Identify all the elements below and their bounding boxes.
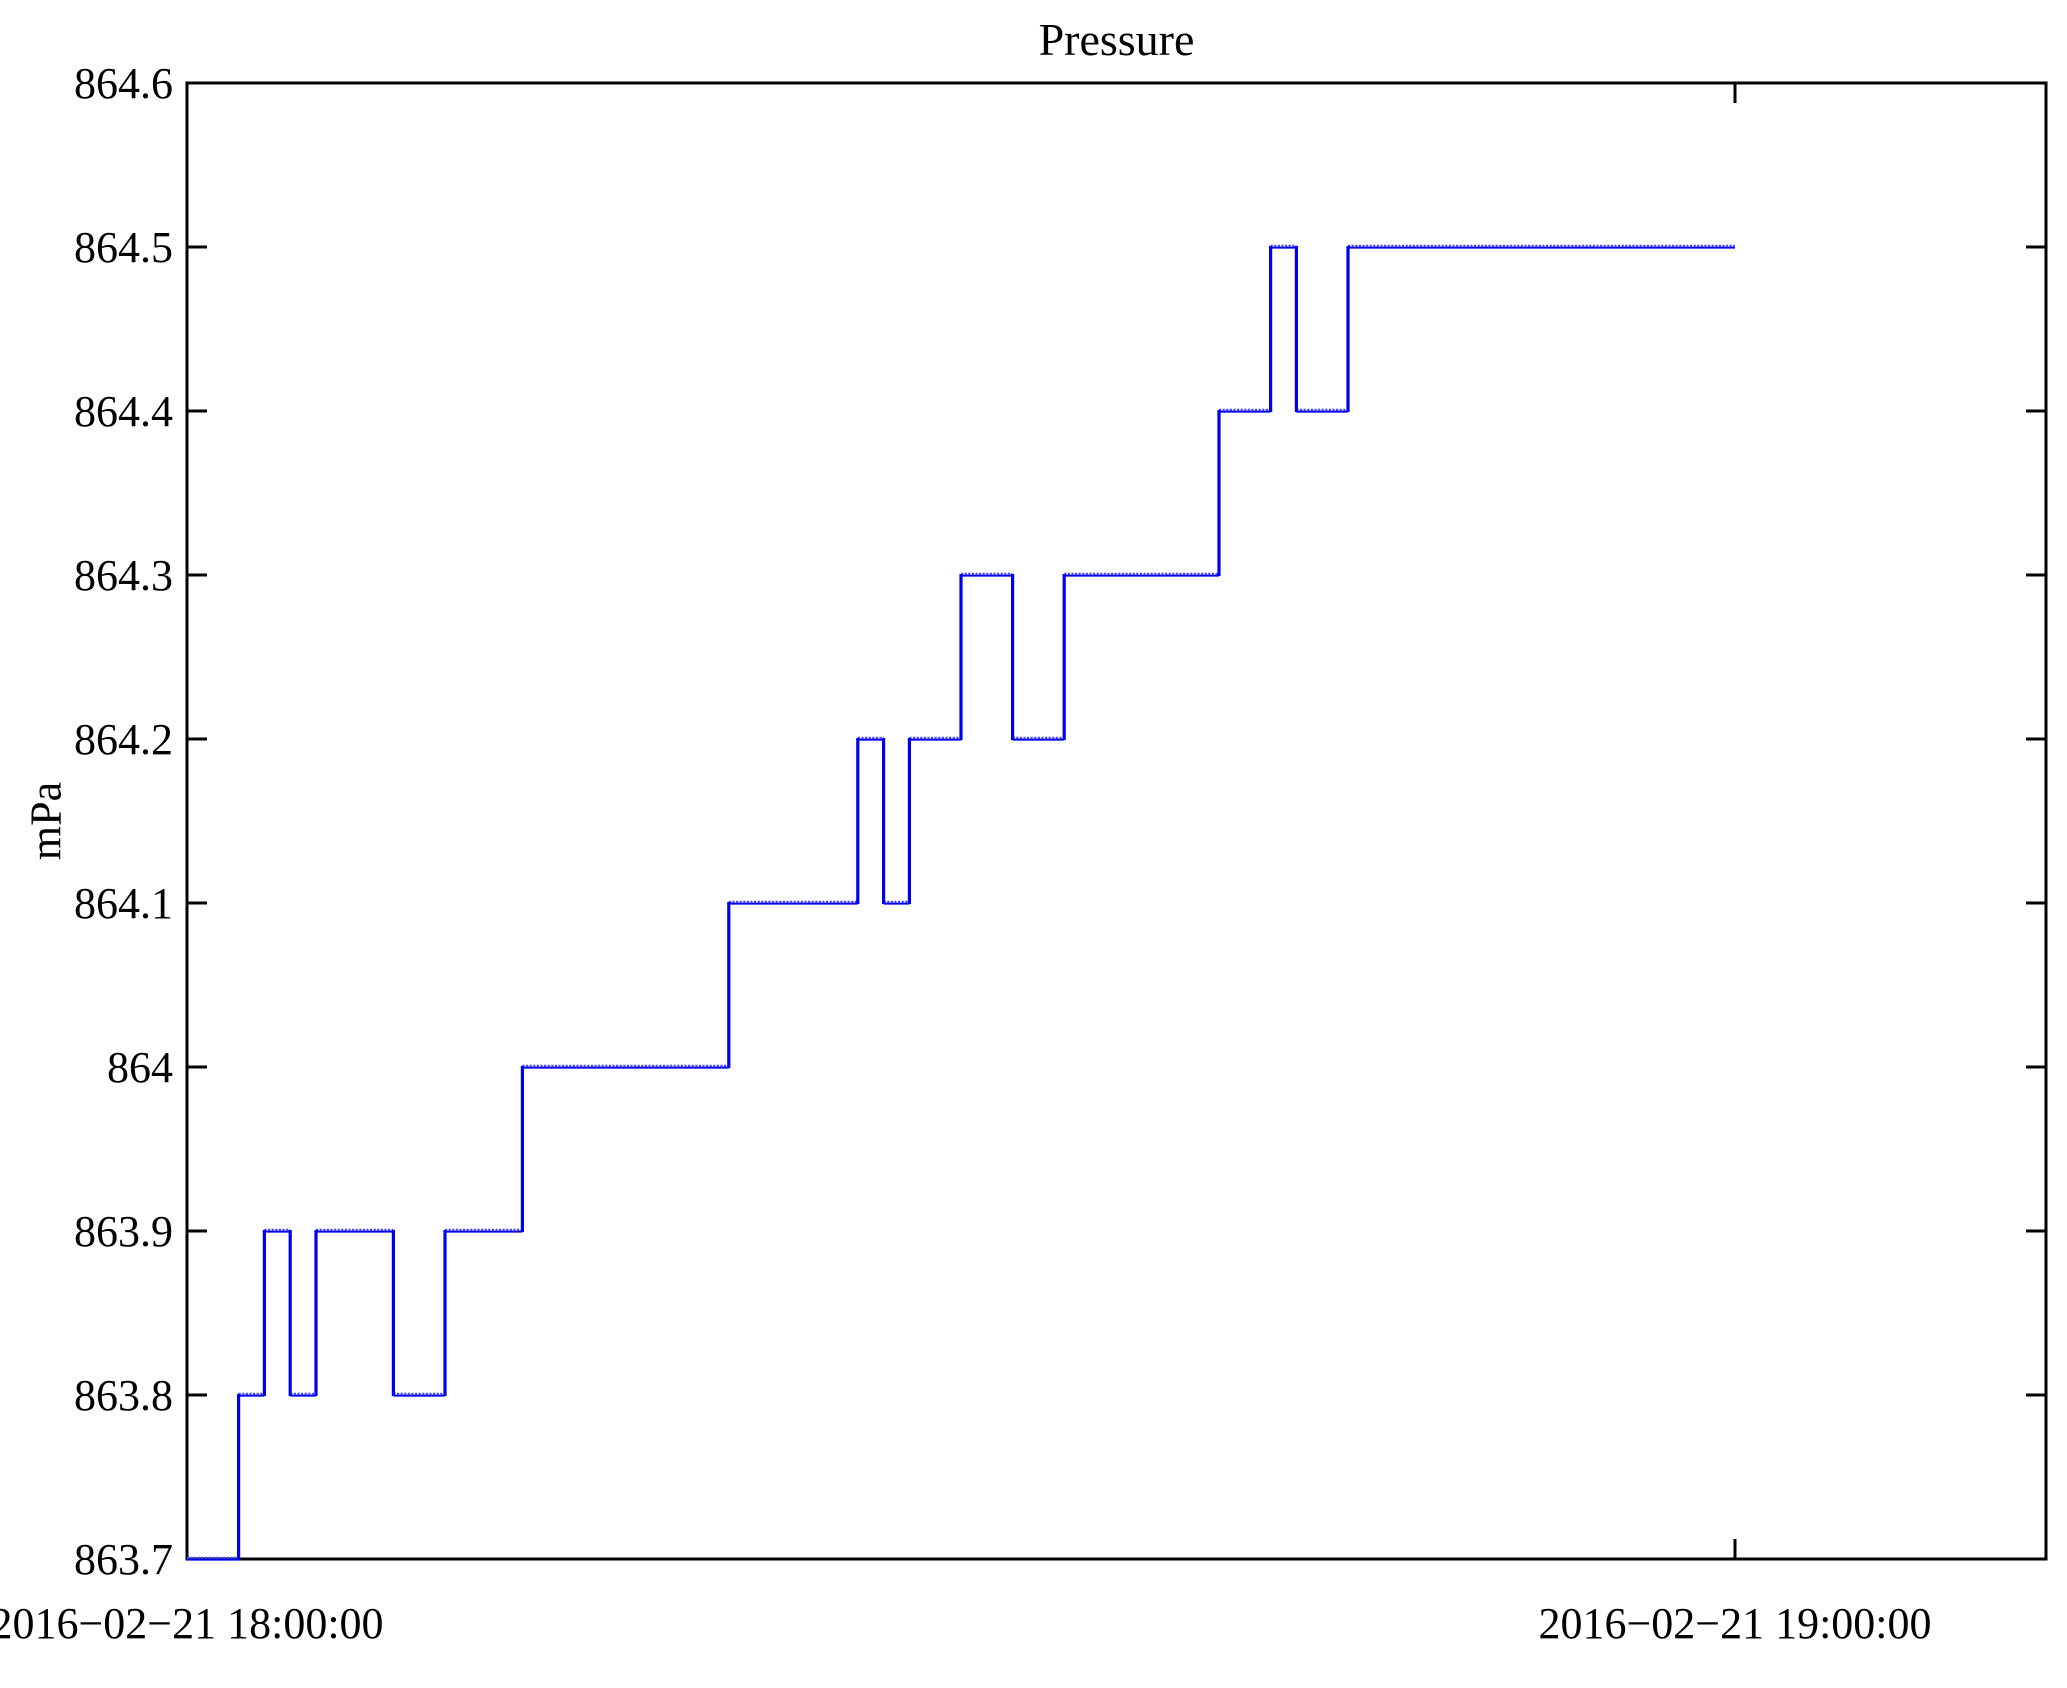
y-tick-label: 863.8 xyxy=(74,1371,173,1420)
y-tick-label: 864.3 xyxy=(74,551,173,600)
series-line-horizontal-texture xyxy=(187,244,1735,1559)
x-tick-label: 2016−02−21 19:00:00 xyxy=(1538,1599,1931,1648)
series-line-vertical xyxy=(237,246,1350,1560)
series-line-horizontal xyxy=(187,246,1735,1561)
plot-frame xyxy=(185,81,2048,1561)
chart-title: Pressure xyxy=(1038,14,1195,65)
y-tick-label: 864.5 xyxy=(74,223,173,272)
y-tick-label: 864.1 xyxy=(74,879,173,928)
y-tick-label: 864.4 xyxy=(74,387,173,436)
y-tick-label: 864.2 xyxy=(74,715,173,764)
x-tick-label: 2016−02−21 18:00:00 xyxy=(0,1599,384,1648)
y-tick-label: 864 xyxy=(107,1043,173,1092)
y-tick-label: 863.7 xyxy=(74,1535,173,1584)
y-tick-label: 864.6 xyxy=(74,59,173,108)
y-axis-label: mPa xyxy=(21,781,71,861)
y-tick-label: 863.9 xyxy=(74,1207,173,1256)
